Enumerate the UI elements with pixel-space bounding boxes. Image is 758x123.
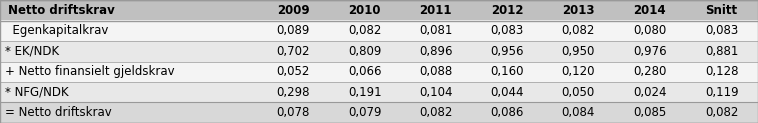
Text: 0,088: 0,088 — [419, 65, 453, 78]
Text: 0,881: 0,881 — [705, 45, 738, 58]
Text: 0,119: 0,119 — [705, 86, 738, 99]
Text: 2013: 2013 — [562, 4, 594, 17]
Text: = Netto driftskrav: = Netto driftskrav — [5, 106, 111, 119]
Text: 0,081: 0,081 — [419, 24, 453, 37]
Text: 0,024: 0,024 — [633, 86, 666, 99]
Text: 0,084: 0,084 — [562, 106, 595, 119]
Text: 0,086: 0,086 — [490, 106, 524, 119]
Text: 2009: 2009 — [277, 4, 310, 17]
Text: 0,809: 0,809 — [348, 45, 381, 58]
Text: 2014: 2014 — [633, 4, 666, 17]
Text: 2011: 2011 — [420, 4, 452, 17]
Bar — [0, 62, 758, 82]
Text: 0,191: 0,191 — [348, 86, 381, 99]
Text: 0,104: 0,104 — [419, 86, 453, 99]
Text: 2010: 2010 — [349, 4, 381, 17]
Text: 2012: 2012 — [491, 4, 523, 17]
Text: 0,082: 0,082 — [348, 24, 381, 37]
Text: 0,160: 0,160 — [490, 65, 524, 78]
Text: 0,082: 0,082 — [562, 24, 595, 37]
Text: 0,896: 0,896 — [419, 45, 453, 58]
Text: 0,298: 0,298 — [277, 86, 310, 99]
Text: 0,044: 0,044 — [490, 86, 524, 99]
Text: Snitt: Snitt — [706, 4, 738, 17]
Bar — [0, 82, 758, 102]
Text: * EK/NDK: * EK/NDK — [5, 45, 58, 58]
Text: 0,080: 0,080 — [633, 24, 666, 37]
Text: 0,702: 0,702 — [277, 45, 310, 58]
Bar — [0, 21, 758, 41]
Text: Egenkapitalkrav: Egenkapitalkrav — [5, 24, 108, 37]
Bar — [0, 0, 758, 21]
Text: 0,078: 0,078 — [277, 106, 310, 119]
Text: 0,050: 0,050 — [562, 86, 595, 99]
Text: 0,079: 0,079 — [348, 106, 381, 119]
Text: 0,120: 0,120 — [562, 65, 595, 78]
Text: 0,280: 0,280 — [633, 65, 666, 78]
Text: 0,956: 0,956 — [490, 45, 524, 58]
Bar — [0, 102, 758, 123]
Text: 0,052: 0,052 — [277, 65, 310, 78]
Text: 0,085: 0,085 — [633, 106, 666, 119]
Text: Netto driftskrav: Netto driftskrav — [8, 4, 114, 17]
Text: + Netto finansielt gjeldskrav: + Netto finansielt gjeldskrav — [5, 65, 174, 78]
Text: 0,089: 0,089 — [277, 24, 310, 37]
Text: 0,083: 0,083 — [705, 24, 738, 37]
Text: 0,950: 0,950 — [562, 45, 595, 58]
Text: 0,128: 0,128 — [705, 65, 738, 78]
Text: 0,083: 0,083 — [490, 24, 524, 37]
Text: 0,066: 0,066 — [348, 65, 381, 78]
Bar — [0, 41, 758, 62]
Text: * NFG/NDK: * NFG/NDK — [5, 86, 68, 99]
Text: 0,082: 0,082 — [419, 106, 453, 119]
Text: 0,082: 0,082 — [705, 106, 738, 119]
Text: 0,976: 0,976 — [633, 45, 666, 58]
